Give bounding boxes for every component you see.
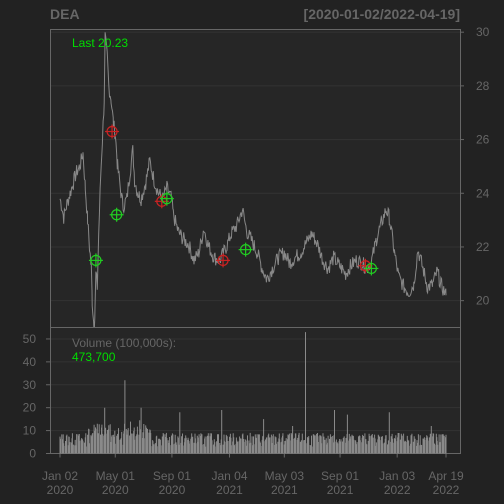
price-grid	[51, 31, 460, 302]
volume-tick-label: 30	[23, 378, 37, 392]
price-axis: 30 28 26 24 22 20	[460, 25, 490, 308]
x-tick-year: 2022	[433, 483, 460, 497]
price-tick-label: 24	[476, 186, 490, 200]
volume-label: Volume (100,000s):	[72, 336, 176, 350]
trade-markers	[88, 124, 379, 276]
x-tick-year: 2020	[159, 483, 186, 497]
last-price-label: Last 20.23	[72, 36, 128, 50]
x-tick-label: May 03	[265, 469, 305, 483]
volume-tick-label: 0	[29, 447, 36, 461]
volume-series	[59, 332, 447, 454]
price-tick-label: 30	[476, 25, 490, 39]
x-tick-label: Jan 03	[379, 469, 415, 483]
price-tick-label: 22	[476, 240, 490, 254]
trade-marker	[238, 242, 253, 257]
price-tick-label: 26	[476, 133, 490, 147]
volume-tick-label: 10	[23, 424, 37, 438]
volume-tick-label: 20	[23, 401, 37, 415]
trade-marker	[364, 261, 379, 276]
date-range: [2020-01-02/2022-04-19]	[304, 6, 460, 22]
trade-marker	[105, 124, 120, 139]
x-tick-label: May 01	[96, 469, 136, 483]
volume-tick-label: 50	[23, 332, 37, 346]
price-tick-label: 20	[476, 294, 490, 308]
x-tick-year: 2020	[47, 483, 74, 497]
price-series	[59, 32, 447, 334]
chart-title: DEA	[50, 6, 80, 22]
trade-marker	[358, 258, 373, 273]
trade-marker	[88, 253, 103, 268]
x-tick-label: Sep 01	[153, 469, 191, 483]
price-panel	[50, 29, 461, 328]
x-tick-year: 2021	[271, 483, 298, 497]
x-tick-label: Jan 04	[211, 469, 247, 483]
volume-axis: 50 40 30 20 10 0	[23, 332, 50, 461]
x-tick-year: 2020	[102, 483, 129, 497]
volume-tick-label: 40	[23, 355, 37, 369]
x-tick-label: Sep 01	[321, 469, 359, 483]
x-tick-year: 2021	[327, 483, 354, 497]
last-volume-label: 473,700	[72, 350, 116, 364]
price-tick-label: 28	[476, 79, 490, 93]
x-tick-year: 2021	[216, 483, 243, 497]
x-tick-year: 2022	[384, 483, 411, 497]
volume-grid	[51, 338, 460, 432]
x-tick-label: Jan 02	[42, 469, 78, 483]
trade-marker	[109, 207, 124, 222]
x-tick-label: Apr 19	[428, 469, 464, 483]
trade-marker	[216, 253, 231, 268]
trade-marker	[159, 191, 174, 206]
